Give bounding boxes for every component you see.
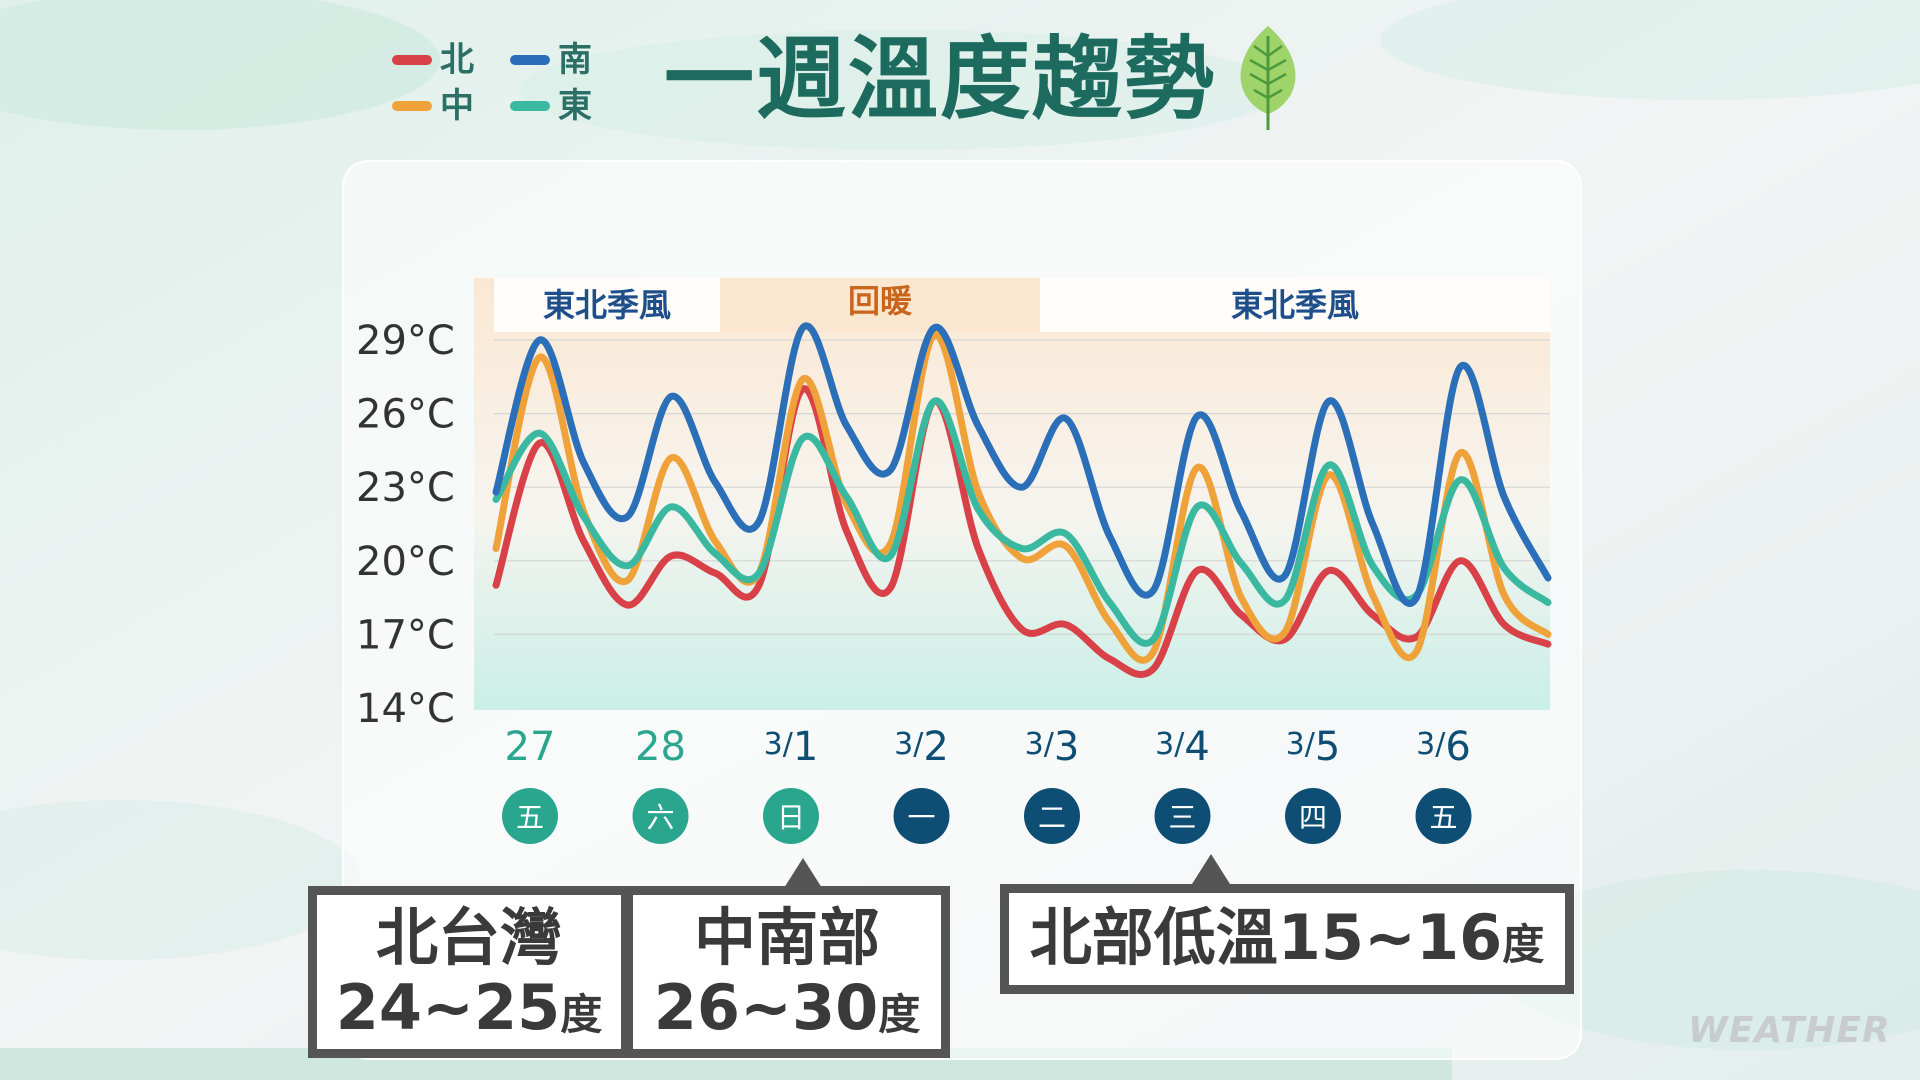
band-label: 東北季風	[543, 286, 671, 324]
x-tick: 3/5 四	[1285, 724, 1341, 844]
y-tick-label: 14°C	[356, 686, 455, 732]
x-tick-date: 3/4	[1155, 724, 1210, 770]
weekday-badge	[632, 788, 689, 844]
north-taiwan-value: 24~25	[335, 971, 561, 1044]
y-tick-label: 23°C	[356, 465, 455, 511]
legend-label: 北	[440, 40, 474, 80]
legend-swatch	[392, 101, 432, 111]
legend-item-north: 北	[392, 38, 474, 82]
weekday-label: 日	[777, 801, 805, 834]
central-south-label: 中南部	[693, 901, 880, 974]
weekday-label: 一	[907, 801, 935, 834]
weekday-label: 二	[1038, 801, 1066, 834]
weekday-label: 五	[1429, 801, 1457, 834]
legend-swatch	[392, 55, 432, 65]
x-tick: 3/3 二	[1024, 724, 1080, 844]
north-taiwan-range: 24~25度	[317, 973, 621, 1050]
weekday-badge	[502, 788, 558, 844]
legend: 北 南 中 東	[392, 38, 622, 128]
band-label: 回暖	[848, 282, 913, 320]
central-south-unit: 度	[878, 990, 921, 1039]
x-tick-date: 3/5	[1286, 724, 1341, 770]
north-low-box: 北部低溫15~16度	[1000, 884, 1574, 994]
x-tick: 27 五	[502, 724, 558, 844]
weekday-label: 五	[516, 801, 544, 834]
x-tick: 28 六	[632, 724, 689, 844]
weekday-badge	[1024, 788, 1080, 844]
legend-swatch	[510, 101, 550, 111]
weekday-badge	[893, 788, 950, 844]
band-bg	[720, 278, 1040, 332]
legend-label: 東	[558, 86, 592, 126]
series-line-南	[492, 322, 1552, 608]
watermark: WEATHER	[1688, 1010, 1891, 1051]
band-label: 東北季風	[1231, 286, 1359, 324]
band-bg	[494, 278, 720, 332]
central-south-value: 26~30	[653, 971, 879, 1044]
series-line-中	[492, 331, 1552, 664]
weekday-badge	[1415, 788, 1472, 844]
y-tick-label: 26°C	[356, 392, 455, 438]
weekday-badge	[1285, 788, 1341, 844]
x-tick-date: 27	[505, 724, 556, 770]
central-south-box: 中南部 26~30度	[624, 886, 950, 1058]
legend-item-south: 南	[510, 38, 592, 82]
central-south-range: 26~30度	[633, 973, 941, 1050]
weekday-label: 四	[1299, 801, 1327, 834]
x-tick-date: 3/6	[1416, 724, 1471, 770]
x-tick-date: 28	[635, 724, 686, 770]
weekday-label: 六	[646, 801, 674, 834]
series-line-東	[492, 397, 1552, 647]
legend-swatch	[510, 55, 550, 65]
box-pointers	[784, 854, 1230, 888]
legend-label: 南	[558, 40, 592, 80]
leaf-icon	[1240, 26, 1296, 130]
y-tick-label: 29°C	[356, 318, 455, 364]
weekday-label: 三	[1168, 801, 1196, 834]
pointer-3-1	[784, 858, 822, 888]
series-line-北	[492, 385, 1552, 678]
band-bg	[1040, 278, 1550, 332]
x-tick: 3/2 一	[893, 724, 950, 844]
y-tick-label: 20°C	[356, 539, 455, 585]
x-tick-date: 3/2	[894, 724, 949, 770]
legend-item-east: 東	[510, 84, 592, 128]
north-taiwan-box: 北台灣 24~25度	[308, 886, 630, 1058]
legend-item-central: 中	[392, 84, 474, 128]
x-tick: 3/4 三	[1154, 724, 1211, 844]
weekday-badge	[1154, 788, 1211, 844]
x-tick-date: 3/3	[1025, 724, 1080, 770]
north-taiwan-label: 北台灣	[375, 901, 562, 974]
north-taiwan-unit: 度	[560, 990, 603, 1039]
x-tick: 3/1 日	[763, 724, 819, 844]
y-tick-label: 17°C	[356, 612, 455, 658]
page-title: 一週溫度趨勢	[664, 27, 1216, 132]
pointer-3-4	[1192, 854, 1230, 884]
x-tick-date: 3/1	[764, 724, 819, 770]
north-low-text: 北部低溫15~16	[1029, 901, 1503, 974]
north-low-unit: 度	[1502, 920, 1545, 969]
x-tick: 3/6 五	[1415, 724, 1472, 844]
legend-label: 中	[440, 86, 474, 126]
north-low-text-line: 北部低溫15~16度	[1009, 903, 1565, 980]
weekday-badge	[763, 788, 819, 844]
